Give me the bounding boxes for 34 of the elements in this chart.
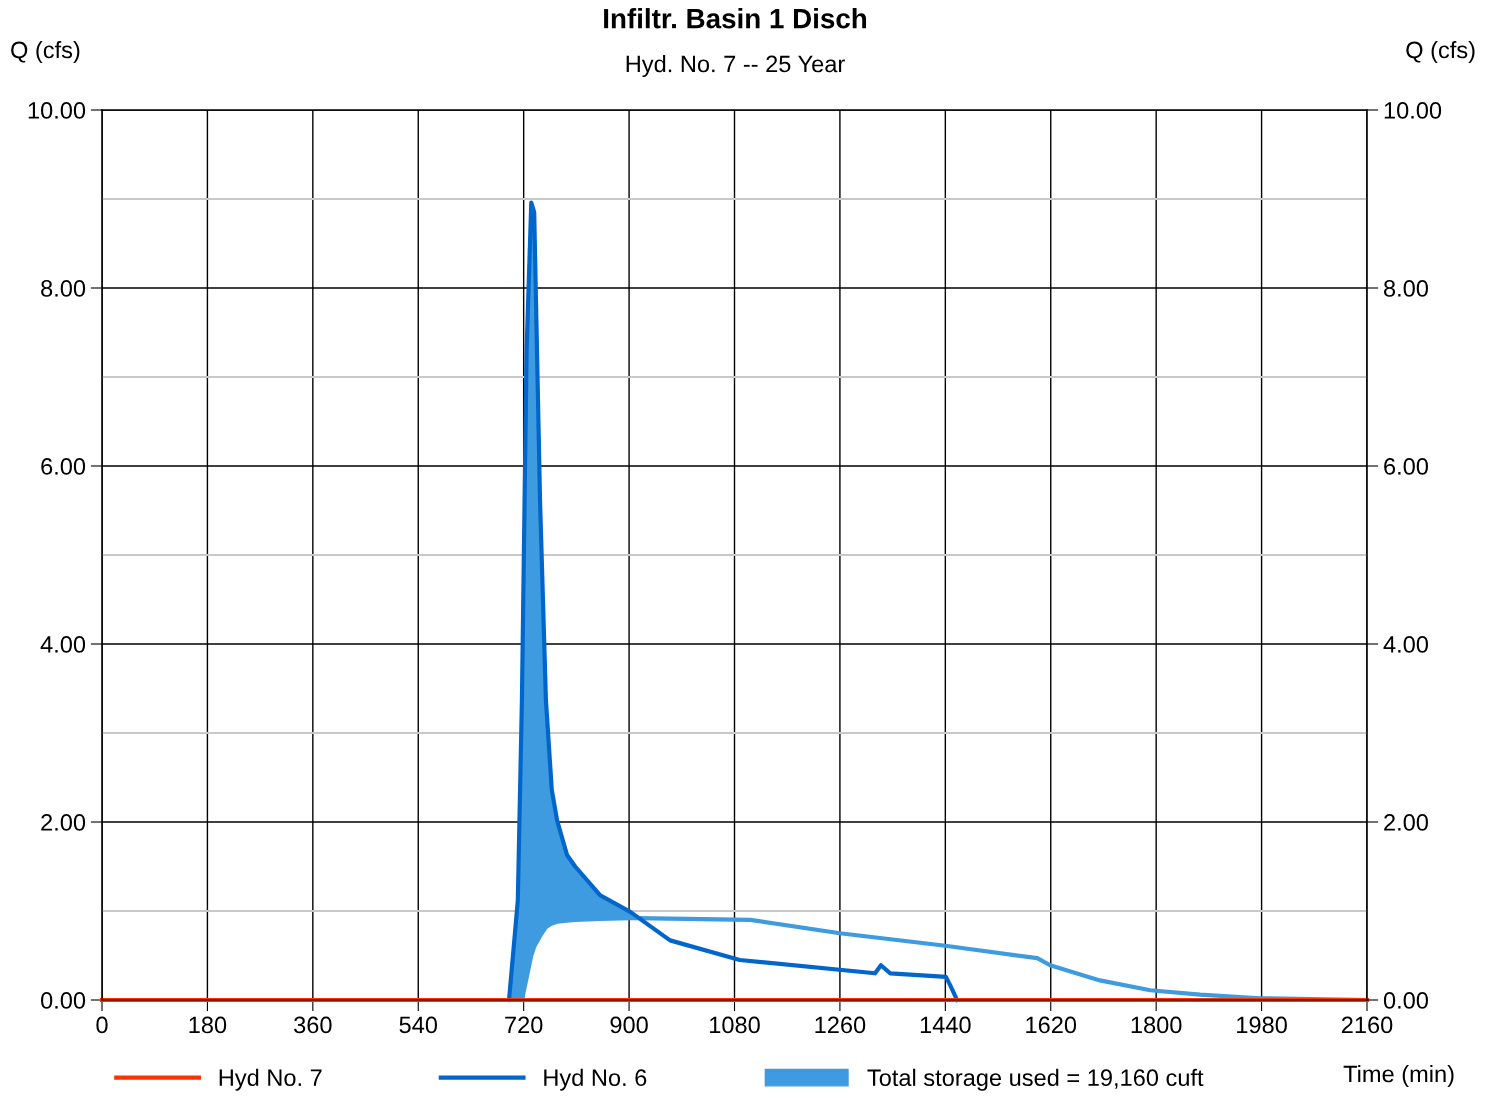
y2-tick-label: 0.00 [1383,992,1428,1009]
x-tick-label: 1620 [1026,1016,1077,1034]
y2-tick-label: 10.00 [1384,102,1442,119]
legend-label: Hyd No. 7 [219,1068,322,1091]
x-tick-label: 180 [189,1016,227,1034]
y2-tick-label: 6.00 [1384,458,1428,475]
x-tick-label: 540 [399,1016,438,1034]
y2-axis-title: Q (cfs) [1406,41,1475,63]
y2-tick-label: 8.00 [1384,280,1428,297]
x-tick-label: 720 [505,1016,543,1034]
y-tick-label: 2.00 [41,814,86,831]
x-tick-label: 1080 [710,1016,760,1034]
y-tick-label: 10.00 [28,102,86,119]
x-tick-label: 1440 [920,1016,971,1034]
legend-label: Hyd No. 6 [544,1068,647,1091]
legend-label: Total storage used = 19,160 cuft [867,1068,1204,1091]
y-tick-label: 8.00 [41,280,86,297]
x-tick-label: 900 [610,1016,648,1034]
y-tick-label: 0.00 [41,992,86,1009]
y-tick-label: 4.00 [40,636,86,653]
y2-tick-label: 4.00 [1383,636,1428,653]
x-tick-label: 360 [294,1016,332,1034]
chart-subtitle: Hyd. No. 7 -- 25 Year [626,55,845,78]
x-axis-title: Time (min) [1343,1064,1454,1087]
line-series [506,200,960,1003]
x-tick-label: 2160 [1341,1016,1393,1034]
y-tick-label: 6.00 [41,458,86,475]
y-axis-title: Q (cfs) [11,41,80,63]
x-tick-label: 1980 [1237,1016,1287,1034]
x-tick-label: 1800 [1131,1016,1182,1034]
x-tick-label: 1260 [815,1016,866,1034]
chart-title: Infiltr. Basin 1 Disch [604,8,867,29]
x-tick-label: 0 [96,1016,108,1034]
y2-tick-label: 2.00 [1384,814,1428,831]
